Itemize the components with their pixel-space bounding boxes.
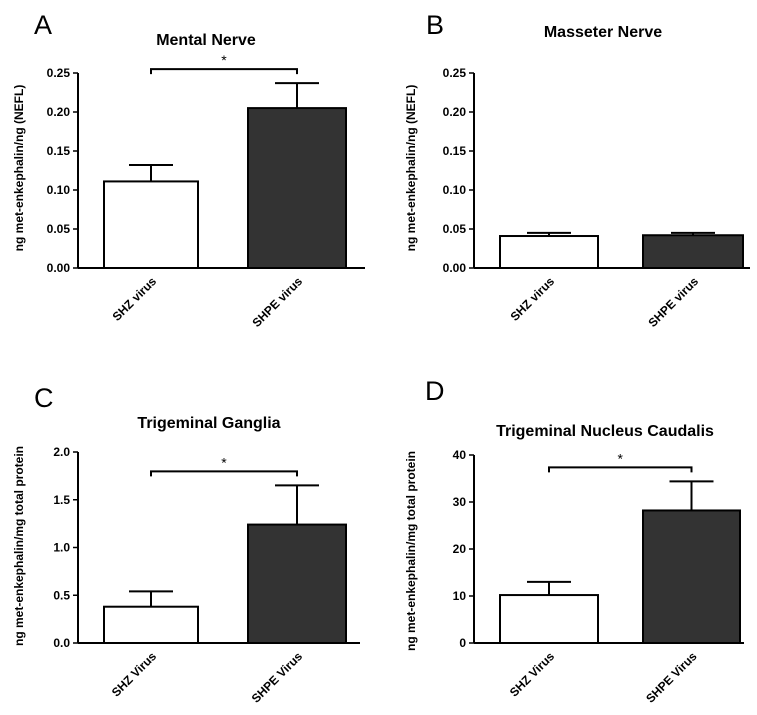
panel-label: B <box>426 10 444 40</box>
x-category-label: SHPE Virus <box>249 649 306 706</box>
significance-bracket <box>150 68 298 75</box>
y-tick-label: 0.20 <box>443 105 467 119</box>
y-tick-label: 0.5 <box>53 588 70 602</box>
y-tick-label: 1.0 <box>53 541 70 555</box>
y-tick-label: 0.15 <box>443 144 467 158</box>
x-category-label: SHZ Virus <box>109 649 160 700</box>
x-category-label: SHPE virus <box>249 274 305 330</box>
y-tick-label: 0.0 <box>53 636 70 650</box>
y-tick-label: 0.15 <box>47 144 71 158</box>
bar <box>499 594 599 644</box>
y-tick-label: 0.05 <box>47 222 71 236</box>
y-axis-label: ng met-enkephalin/mg total protein <box>404 451 418 651</box>
plot-area: 0 10 20 30 40 SHZ Virus SHPE Virus * <box>453 448 744 706</box>
significance-marker: * <box>618 450 624 466</box>
y-tick-label: 20 <box>453 542 467 556</box>
plot-area: 0.00 0.05 0.10 0.15 0.20 0.25 SHZ virus SHPE vi… <box>47 52 365 330</box>
y-tick-label: 0.10 <box>443 183 467 197</box>
bar <box>103 605 199 645</box>
y-tick-label: 2.0 <box>53 445 70 459</box>
x-category-label: SHZ virus <box>508 274 558 324</box>
bar <box>247 107 347 269</box>
x-category-label: SHZ virus <box>110 274 160 324</box>
x-category-label: SHPE Virus <box>643 649 700 706</box>
panel-c: C Trigeminal Ganglia ng met-enkephalin/m… <box>12 383 360 706</box>
panel-label: D <box>425 376 445 406</box>
chart-title: Mental Nerve <box>156 32 256 49</box>
chart-title: Trigeminal Nucleus Caudalis <box>496 423 714 440</box>
y-tick-label: 0.25 <box>47 66 71 80</box>
y-tick-label: 0 <box>459 636 466 650</box>
y-tick-label: 0.25 <box>443 66 467 80</box>
bar <box>247 523 347 644</box>
panel-b: B Masseter Nerve ng met-enkephalin/ng (N… <box>404 10 750 330</box>
y-tick-label: 0.05 <box>443 222 467 236</box>
y-tick-label: 0.10 <box>47 183 71 197</box>
chart-title: Masseter Nerve <box>544 24 662 41</box>
bar <box>103 180 199 269</box>
bar <box>642 509 741 644</box>
y-axis-label: ng met-enkephalin/mg total protein <box>12 446 26 646</box>
y-tick-label: 30 <box>453 495 467 509</box>
bar <box>499 235 599 270</box>
significance-marker: * <box>221 52 227 68</box>
bar <box>642 234 744 270</box>
x-category-label: SHZ Virus <box>507 649 558 700</box>
significance-marker: * <box>221 454 227 470</box>
y-axis-label: ng met-enkephalin/ng (NEFL) <box>404 85 418 252</box>
y-tick-label: 0.00 <box>47 261 71 275</box>
y-tick-label: 0.00 <box>443 261 467 275</box>
plot-area: 0.0 0.5 1.0 1.5 2.0 SHZ Virus SHPE Virus * <box>53 445 360 706</box>
significance-bracket <box>150 470 298 477</box>
y-axis-label: ng met-enkephalin/ng (NEFL) <box>12 85 26 252</box>
y-tick-label: 1.5 <box>53 493 70 507</box>
chart-title: Trigeminal Ganglia <box>137 415 280 432</box>
panel-a: A Mental Nerve ng met-enkephalin/ng (NEF… <box>12 10 365 330</box>
y-tick-label: 40 <box>453 448 467 462</box>
y-tick-label: 0.20 <box>47 105 71 119</box>
plot-area: 0.00 0.05 0.10 0.15 0.20 0.25 SHZ virus SHPE vi… <box>443 66 750 330</box>
panel-label: A <box>34 10 52 40</box>
panel-label: C <box>34 383 54 413</box>
y-tick-label: 10 <box>453 589 467 603</box>
panel-d: D Trigeminal Nucleus Caudalis ng met-enk… <box>404 376 744 706</box>
x-category-label: SHPE virus <box>645 274 701 330</box>
significance-bracket <box>548 466 693 473</box>
